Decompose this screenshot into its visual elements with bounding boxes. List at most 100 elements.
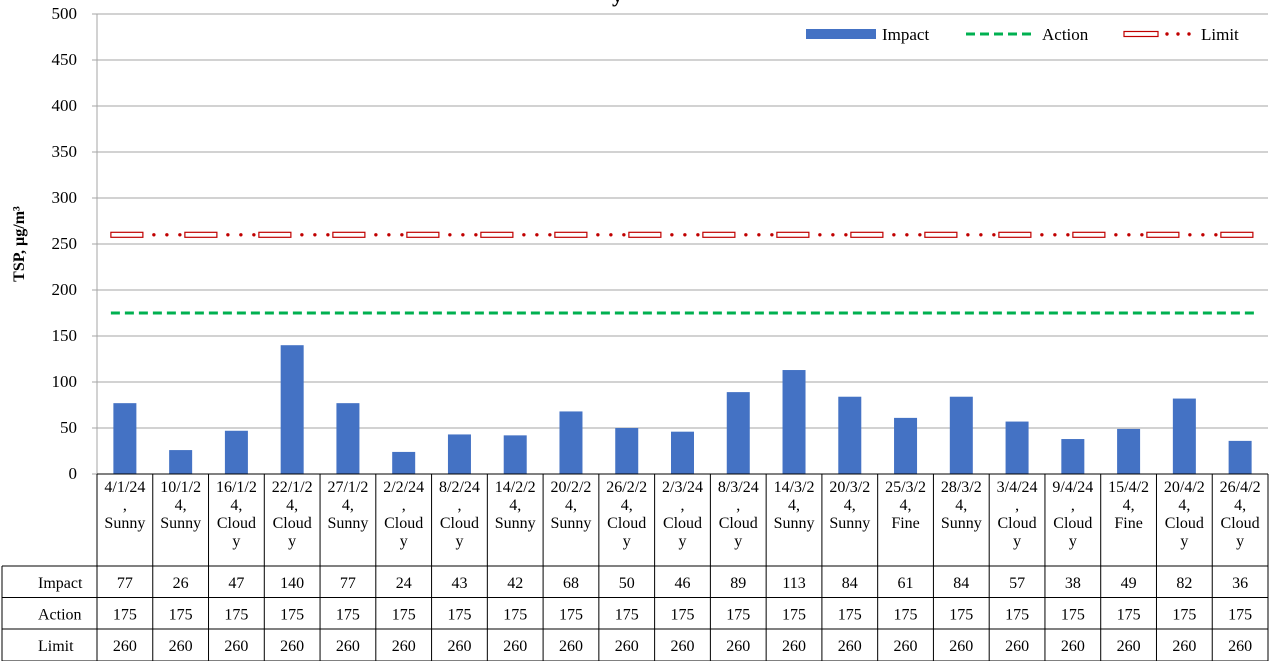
table-cell: 175 xyxy=(1172,606,1196,623)
category-label: y xyxy=(679,533,687,550)
bar-impact xyxy=(782,370,806,474)
category-label: , xyxy=(736,497,740,514)
table-cell: 175 xyxy=(1228,606,1252,623)
category-label: Sunny xyxy=(495,515,536,532)
category-label: 4, xyxy=(230,497,242,514)
table-row-header: Action xyxy=(38,606,82,623)
table-cell: 24 xyxy=(396,575,412,592)
limit-segment xyxy=(554,231,588,238)
category-label: Fine xyxy=(1114,515,1142,532)
legend-dot-limit xyxy=(1176,32,1180,36)
category-label: 4, xyxy=(844,497,856,514)
legend: Impact Action Limit xyxy=(806,25,1239,44)
limit-segment xyxy=(1220,231,1254,238)
category-label: 26/4/2 xyxy=(1220,479,1261,496)
limit-dot xyxy=(992,233,996,237)
table-cell: 260 xyxy=(615,638,639,655)
table-cell: 260 xyxy=(838,638,862,655)
category-label: 15/4/2 xyxy=(1108,479,1149,496)
bar-impact xyxy=(447,434,471,474)
limit-segment xyxy=(406,231,440,238)
limit-dot xyxy=(818,233,822,237)
limit-dot xyxy=(387,233,391,237)
table-cell: 42 xyxy=(507,575,523,592)
limit-dot xyxy=(1053,233,1057,237)
y-tick-label: 500 xyxy=(52,4,78,23)
category-label: 20/4/2 xyxy=(1164,479,1205,496)
bar-impact xyxy=(1228,440,1252,474)
limit-dot xyxy=(696,233,700,237)
table-cell: 175 xyxy=(1061,606,1085,623)
table-cell: 38 xyxy=(1065,575,1081,592)
y-tick-label: 400 xyxy=(52,96,78,115)
table-cell: 260 xyxy=(1228,638,1252,655)
y-tick-label: 50 xyxy=(60,418,77,437)
table-cell: 260 xyxy=(280,638,304,655)
table-cell: 50 xyxy=(619,575,635,592)
limit-dot xyxy=(448,233,452,237)
table-cell: 175 xyxy=(1117,606,1141,623)
table-cell: 175 xyxy=(615,606,639,623)
limit-dot xyxy=(596,233,600,237)
bar-impact xyxy=(559,411,583,474)
category-label: y xyxy=(1236,533,1244,550)
table-cell: 175 xyxy=(224,606,248,623)
limit-segment xyxy=(850,231,884,238)
chart-title-fragment: y xyxy=(612,0,623,7)
table-cell: 47 xyxy=(228,575,244,592)
limit-dot xyxy=(1214,233,1218,237)
table-cell: 175 xyxy=(503,606,527,623)
bar-impact xyxy=(113,403,137,474)
limit-segment xyxy=(110,231,144,238)
limit-dot xyxy=(844,233,848,237)
category-label: 4, xyxy=(175,497,187,514)
table-cell: 260 xyxy=(336,638,360,655)
category-label: 8/2/24 xyxy=(439,479,480,496)
category-label: 4, xyxy=(1123,497,1135,514)
category-label: Cloud xyxy=(273,515,312,532)
table-cell: 175 xyxy=(782,606,806,623)
category-label: Cloud xyxy=(719,515,758,532)
limit-dot xyxy=(1114,233,1118,237)
category-label: , xyxy=(457,497,461,514)
table-row-header: Impact xyxy=(38,575,83,592)
bar-impact xyxy=(1172,398,1196,474)
table-cell: 175 xyxy=(671,606,695,623)
category-label: , xyxy=(123,497,127,514)
limit-dot xyxy=(966,233,970,237)
limit-dot xyxy=(744,233,748,237)
limit-dot xyxy=(770,233,774,237)
limit-dot xyxy=(252,233,256,237)
legend-swatch-limit xyxy=(1123,30,1159,38)
limit-segment xyxy=(258,231,292,238)
limit-dot xyxy=(522,233,526,237)
table-cell: 260 xyxy=(726,638,750,655)
table-cell: 175 xyxy=(726,606,750,623)
bar-impact xyxy=(615,428,639,474)
table-cell: 260 xyxy=(503,638,527,655)
category-label: 4, xyxy=(621,497,633,514)
category-label: , xyxy=(402,497,406,514)
limit-dot xyxy=(979,233,983,237)
table-cell: 84 xyxy=(953,575,969,592)
y-tick-label: 0 xyxy=(69,464,78,483)
bar-impact xyxy=(838,396,862,474)
table-cell: 260 xyxy=(559,638,583,655)
limit-dot xyxy=(474,233,478,237)
category-label: 26/2/2 xyxy=(606,479,647,496)
bar-impact xyxy=(1005,421,1029,474)
impact-bars xyxy=(113,345,1252,474)
category-label: 20/2/2 xyxy=(551,479,592,496)
table-cell: 82 xyxy=(1176,575,1192,592)
category-label: 22/1/2 xyxy=(272,479,313,496)
category-label: 4, xyxy=(1234,497,1246,514)
limit-segment xyxy=(1146,231,1180,238)
bar-impact xyxy=(392,451,416,474)
limit-segment xyxy=(480,231,514,238)
category-label: y xyxy=(288,533,296,550)
limit-dot xyxy=(300,233,304,237)
category-label: 14/3/2 xyxy=(774,479,815,496)
table-cell: 260 xyxy=(392,638,416,655)
table-cell: 84 xyxy=(842,575,858,592)
